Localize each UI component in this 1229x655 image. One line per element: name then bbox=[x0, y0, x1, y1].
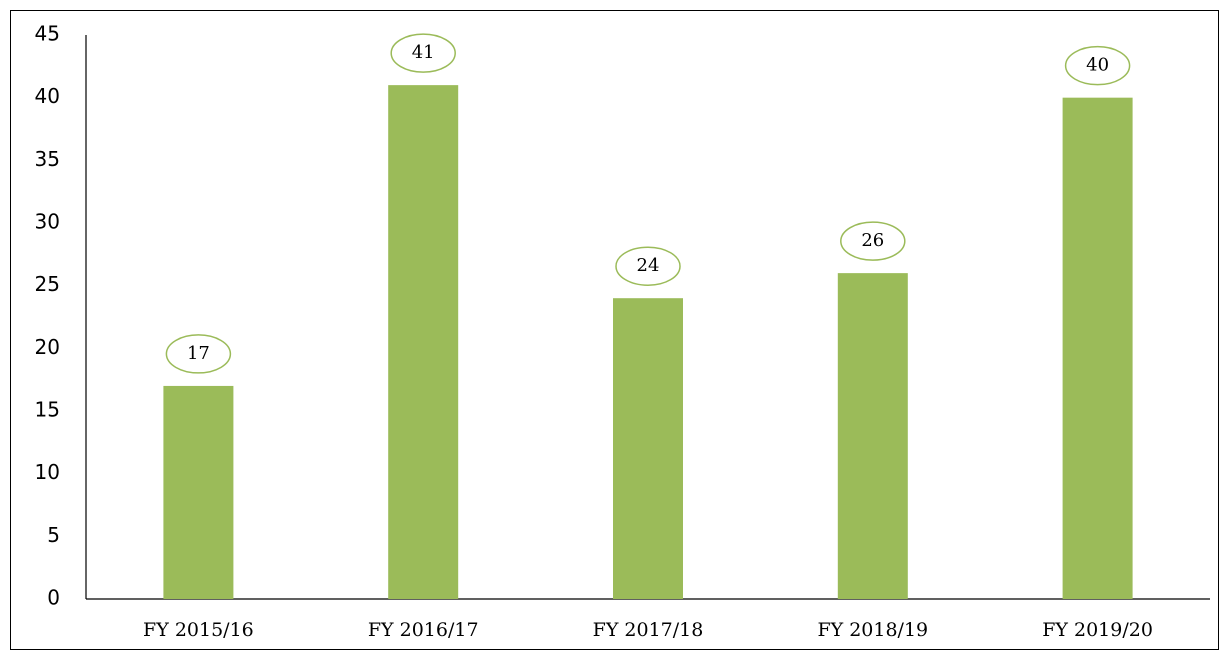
y-tick-label: 0 bbox=[47, 586, 60, 610]
data-label-outline bbox=[390, 33, 456, 73]
data-label: 40 bbox=[1086, 55, 1109, 76]
bar bbox=[837, 273, 908, 599]
data-label-outline bbox=[1064, 45, 1131, 86]
bar bbox=[613, 298, 683, 599]
y-tick-label: 25 bbox=[35, 272, 60, 296]
y-tick-label: 5 bbox=[47, 523, 60, 547]
bar bbox=[388, 85, 459, 600]
y-tick-label: 40 bbox=[35, 84, 60, 108]
x-tick-label: FY 2016/17 bbox=[368, 619, 479, 641]
x-tick-label: FY 2015/16 bbox=[143, 619, 254, 641]
data-label-outline bbox=[840, 221, 906, 261]
data-label-outline bbox=[165, 334, 232, 374]
x-tick-label: FY 2017/18 bbox=[593, 619, 704, 641]
x-tick-label: FY 2019/20 bbox=[1042, 619, 1153, 641]
y-tick-label: 30 bbox=[35, 210, 60, 234]
y-tick-label: 15 bbox=[35, 398, 60, 422]
data-label: 24 bbox=[637, 255, 660, 276]
bar bbox=[1062, 97, 1133, 600]
y-tick-label: 45 bbox=[35, 22, 60, 46]
data-label: 17 bbox=[187, 343, 210, 364]
y-tick-label: 10 bbox=[35, 460, 60, 484]
data-label: 41 bbox=[412, 42, 435, 63]
data-label-outline bbox=[615, 246, 681, 286]
data-label: 26 bbox=[861, 230, 884, 251]
x-tick-label: FY 2018/19 bbox=[817, 619, 928, 641]
bar bbox=[163, 385, 234, 599]
y-tick-label: 35 bbox=[35, 147, 60, 171]
y-tick-label: 20 bbox=[35, 335, 60, 359]
